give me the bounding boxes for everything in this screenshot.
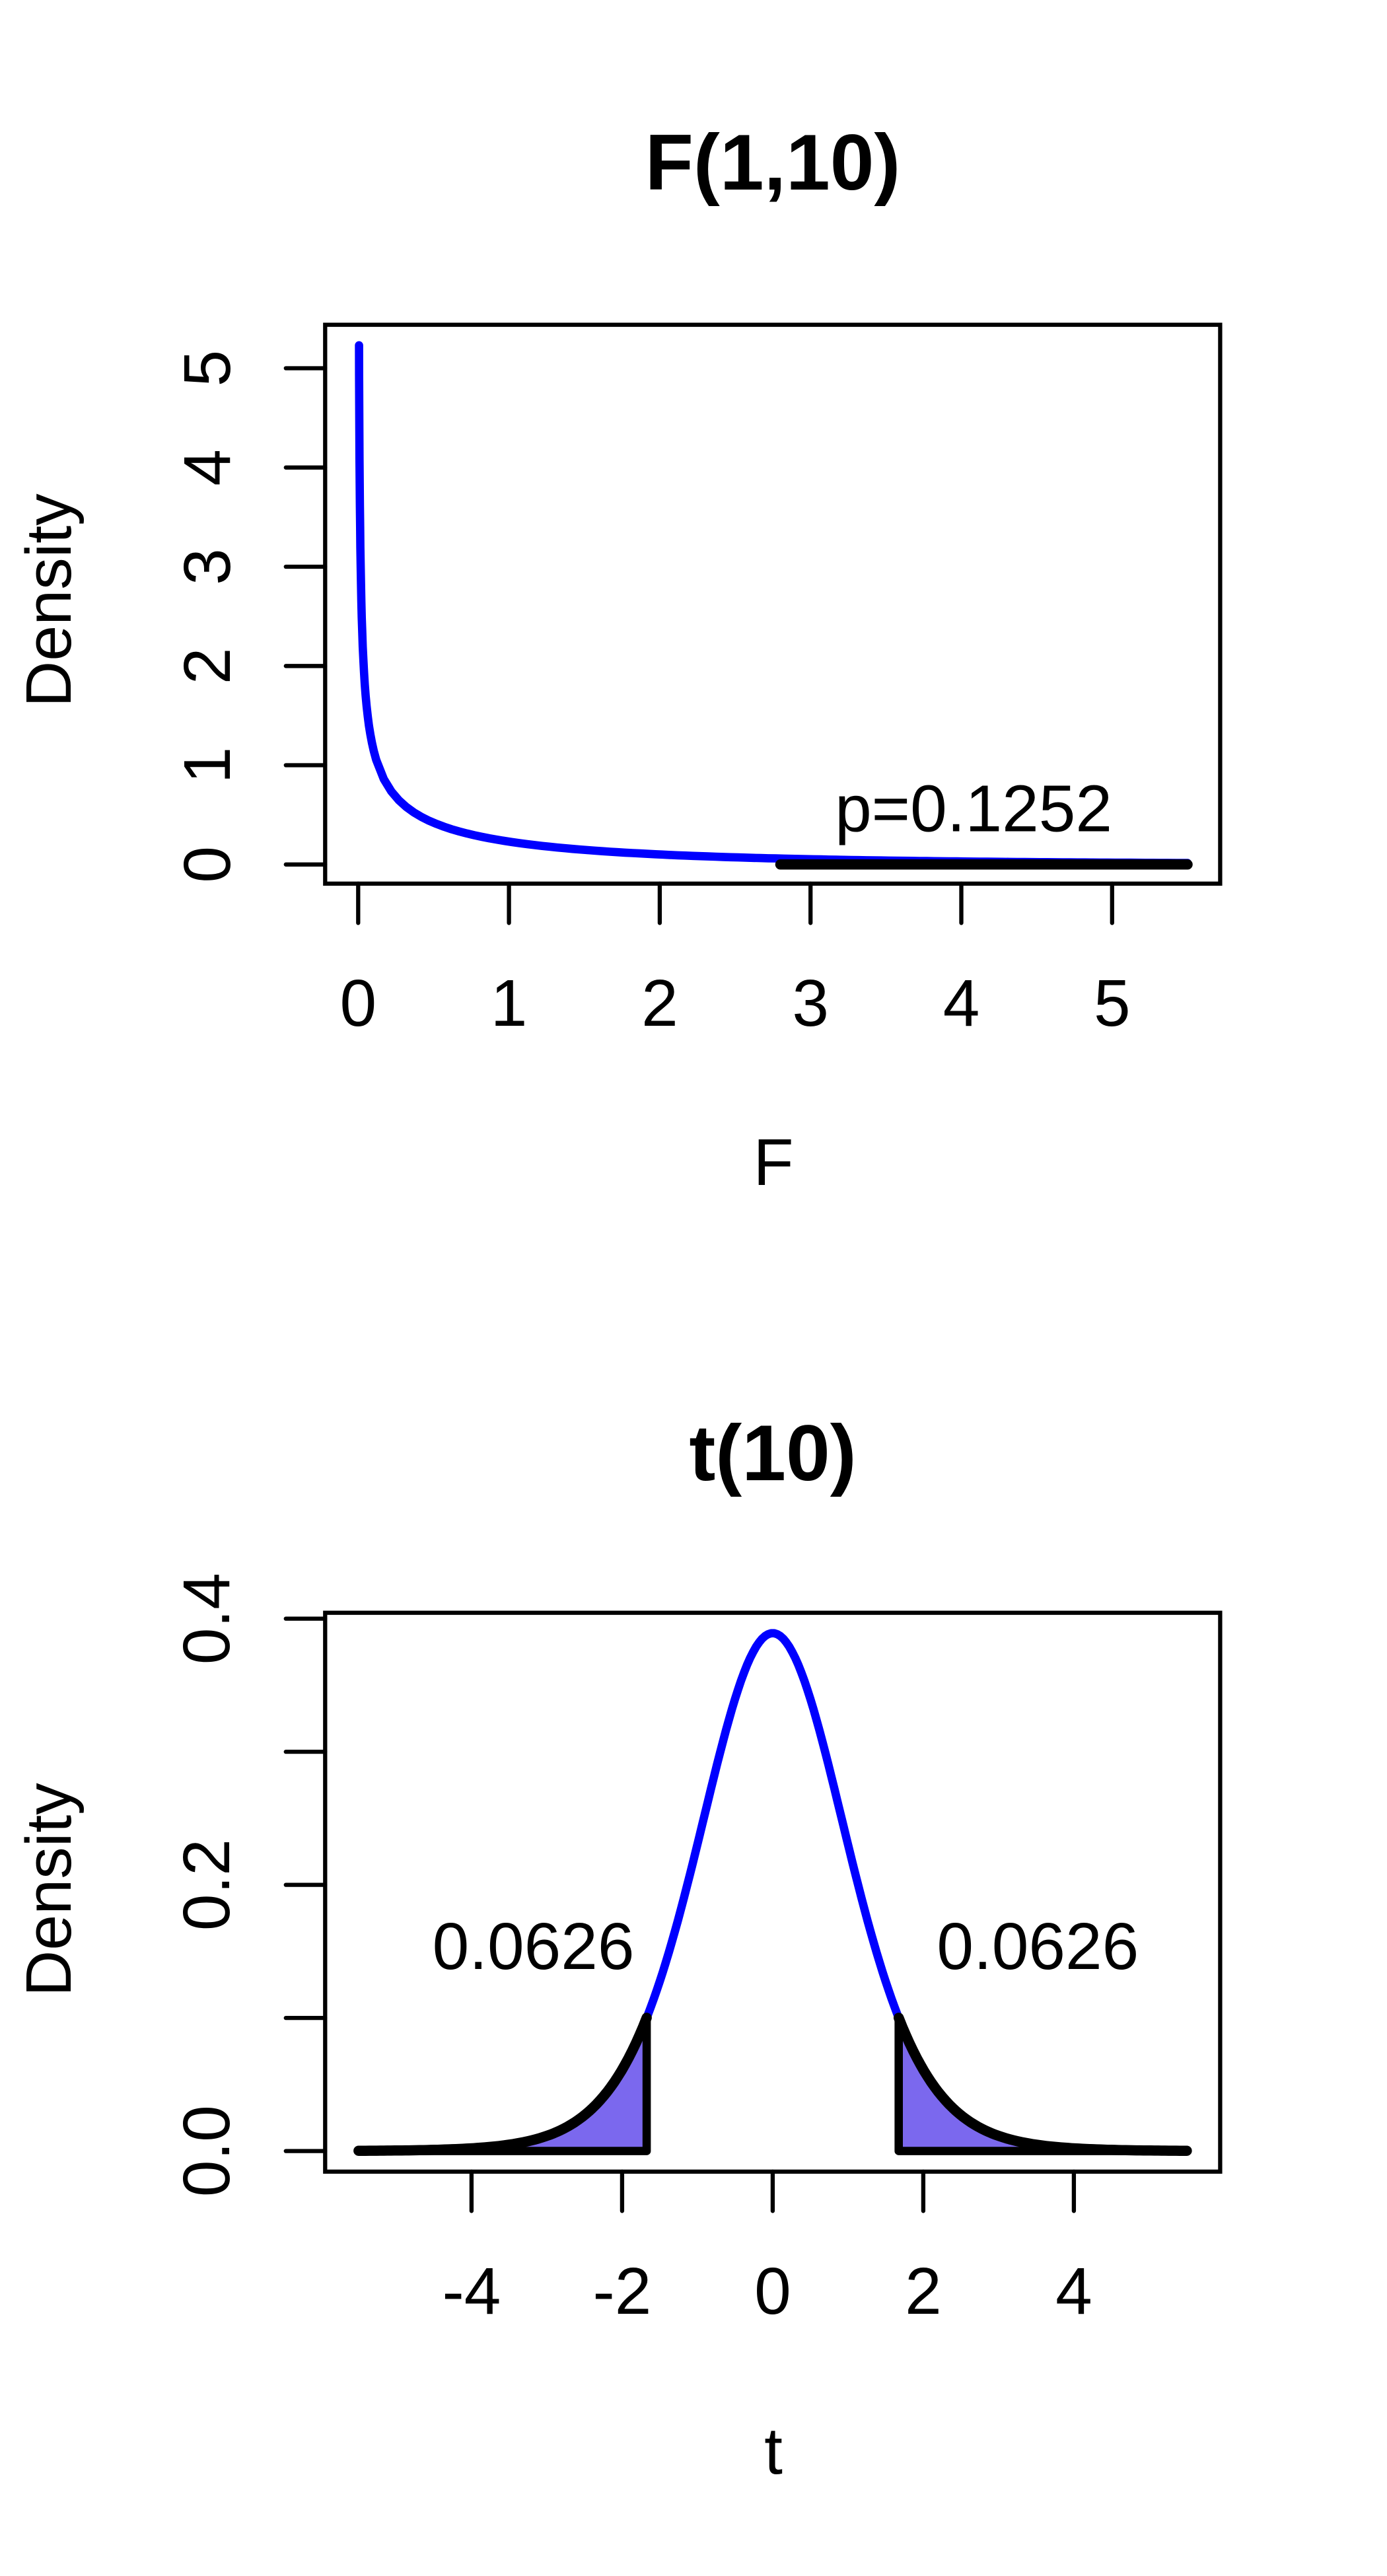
svg-text:t: t (764, 2414, 783, 2488)
svg-text:5: 5 (1094, 966, 1131, 1040)
svg-text:0.2: 0.2 (170, 1839, 244, 1931)
svg-text:1: 1 (170, 747, 244, 784)
svg-text:0.0: 0.0 (170, 2105, 244, 2197)
svg-text:5: 5 (170, 350, 244, 387)
svg-text:p=0.1252: p=0.1252 (835, 772, 1112, 846)
svg-text:0: 0 (754, 2254, 791, 2328)
svg-text:1: 1 (491, 966, 528, 1040)
svg-text:Density: Density (13, 1783, 85, 1997)
svg-text:3: 3 (170, 548, 244, 585)
svg-text:0.4: 0.4 (170, 1573, 244, 1664)
svg-text:3: 3 (792, 966, 829, 1040)
svg-text:0: 0 (170, 846, 244, 883)
svg-text:2: 2 (641, 966, 678, 1040)
svg-text:Density: Density (13, 493, 85, 707)
svg-text:2: 2 (170, 647, 244, 684)
svg-text:0: 0 (339, 966, 376, 1040)
svg-text:-2: -2 (592, 2254, 651, 2328)
svg-text:4: 4 (943, 966, 980, 1040)
svg-text:F(1,10): F(1,10) (645, 118, 901, 207)
svg-text:t(10): t(10) (689, 1409, 856, 1497)
svg-text:0.0626: 0.0626 (433, 1910, 635, 1984)
svg-text:F: F (753, 1126, 793, 1199)
svg-text:0.0626: 0.0626 (937, 1910, 1139, 1984)
svg-text:4: 4 (1055, 2254, 1092, 2328)
svg-text:2: 2 (905, 2254, 942, 2328)
svg-text:4: 4 (170, 449, 244, 486)
svg-text:-4: -4 (442, 2254, 501, 2328)
